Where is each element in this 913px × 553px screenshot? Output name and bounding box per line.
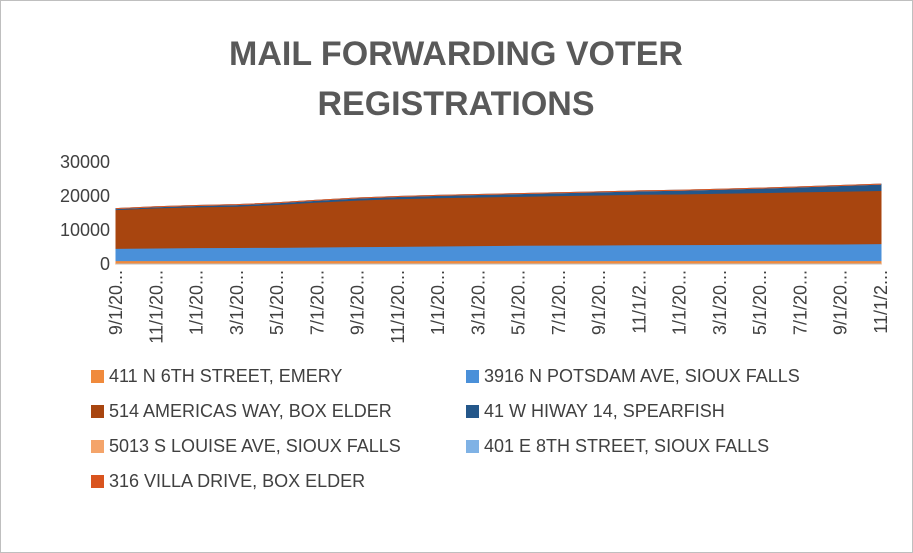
legend-item: 401 E 8TH STREET, SIOUX FALLS	[466, 436, 851, 457]
legend: 411 N 6TH STREET, EMERY 3916 N POTSDAM AV…	[91, 366, 851, 492]
legend-label: 41 W HIWAY 14, SPEARFISH	[484, 401, 725, 421]
x-tick-label: 11/1/2...	[629, 270, 649, 334]
x-tick-label: 3/1/20...	[227, 270, 247, 335]
legend-label: 514 AMERICAS WAY, BOX ELDER	[109, 401, 392, 421]
legend-item: 316 VILLA DRIVE, BOX ELDER	[91, 471, 466, 492]
area	[115, 260, 882, 265]
legend-label: 3916 N POTSDAM AVE, SIOUX FALLS	[484, 366, 800, 386]
legend-swatch	[91, 475, 104, 488]
x-tick-label: 7/1/20...	[307, 270, 327, 335]
y-tick-label: 10000	[60, 220, 110, 240]
legend-label: 411 N 6TH STREET, EMERY	[109, 366, 343, 386]
x-tick-label: 1/1/20...	[670, 270, 690, 335]
x-tick-label: 3/1/20...	[710, 270, 730, 335]
legend-swatch	[466, 405, 479, 418]
legend-swatch	[91, 440, 104, 453]
x-tick-label: 11/1/2...	[871, 270, 891, 334]
x-tick-label: 9/1/20...	[348, 270, 368, 335]
x-tick-label: 1/1/20...	[428, 270, 448, 335]
legend-label: 316 VILLA DRIVE, BOX ELDER	[109, 471, 366, 491]
legend-label: 5013 S LOUISE AVE, SIOUX FALLS	[109, 436, 401, 456]
legend-item: 41 W HIWAY 14, SPEARFISH	[466, 401, 851, 422]
x-tick-label: 5/1/20...	[509, 270, 529, 335]
area	[115, 190, 882, 249]
y-tick-label: 30000	[60, 152, 110, 172]
x-tick-label: 3/1/20...	[468, 270, 488, 335]
x-tick-label: 11/1/20...	[388, 270, 408, 344]
legend-item: 5013 S LOUISE AVE, SIOUX FALLS	[91, 436, 466, 457]
x-tick-label: 7/1/20...	[549, 270, 569, 335]
x-tick-label: 9/1/20...	[831, 270, 851, 335]
area	[115, 183, 882, 210]
x-tick-label: 9/1/20...	[106, 270, 126, 335]
legend-item: 411 N 6TH STREET, EMERY	[91, 366, 466, 387]
chart-title: MAIL FORWARDING VOTER REGISTRATIONS	[229, 35, 683, 123]
legend-swatch	[91, 370, 104, 383]
legend-swatch	[466, 440, 479, 453]
legend-item: 514 AMERICAS WAY, BOX ELDER	[91, 401, 466, 422]
legend-swatch	[466, 370, 479, 383]
x-tick-label: 5/1/20...	[267, 270, 287, 335]
x-tick-label: 9/1/20...	[589, 270, 609, 335]
x-tick-label: 7/1/20...	[790, 270, 810, 335]
y-tick-label: 20000	[60, 186, 110, 206]
legend-swatch	[91, 405, 104, 418]
x-tick-label: 5/1/20...	[750, 270, 770, 335]
x-tick-label: 11/1/20...	[146, 270, 166, 344]
legend-label: 401 E 8TH STREET, SIOUX FALLS	[484, 436, 770, 456]
y-tick-label: 0	[100, 254, 110, 274]
legend-item: 3916 N POTSDAM AVE, SIOUX FALLS	[466, 366, 851, 387]
x-tick-label: 1/1/20...	[187, 270, 207, 335]
